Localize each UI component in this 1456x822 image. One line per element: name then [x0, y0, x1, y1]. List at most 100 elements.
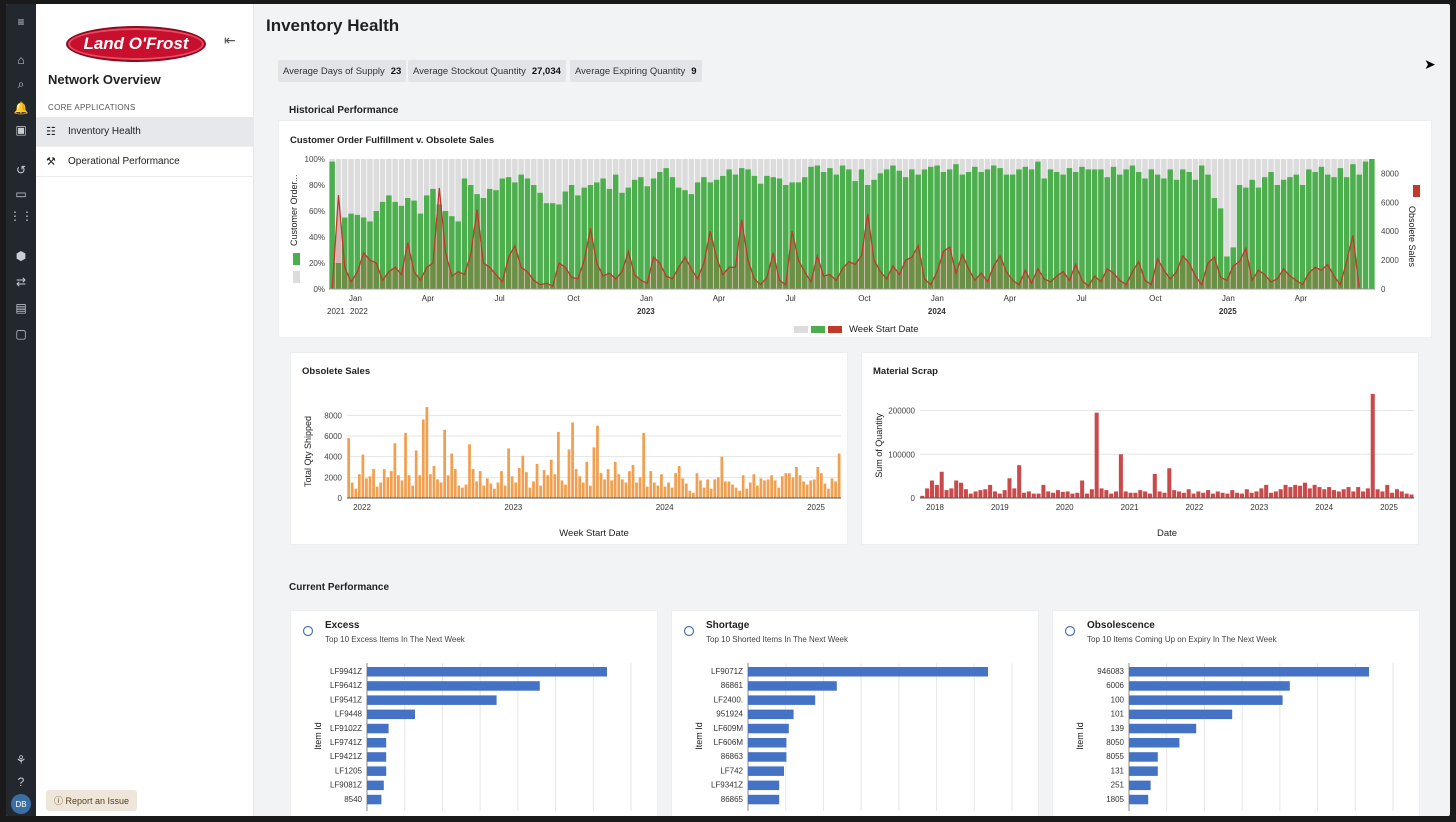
category-label: 100	[1111, 695, 1125, 704]
data-bar	[988, 484, 993, 498]
x-tick-label: 2020	[1056, 503, 1074, 512]
data-bar	[1259, 488, 1264, 498]
fulfillment-bar	[1356, 174, 1362, 289]
y-tick-label: 0	[911, 494, 916, 503]
obsolescence-card: Obsolescence Top 10 Items Coming Up on Ex…	[1052, 610, 1420, 816]
data-bar	[599, 473, 603, 498]
data-bar	[1361, 491, 1366, 498]
y2-axis-label: Obsolete Sales	[1407, 206, 1417, 268]
fulfillment-bar	[556, 204, 562, 289]
fulfillment-bar	[411, 200, 417, 289]
fulfillment-bar	[1287, 177, 1293, 289]
fulfillment-bar	[814, 165, 821, 289]
fulfillment-bar	[738, 168, 745, 289]
fulfillment-bar	[606, 188, 613, 289]
fulfillment-bar	[1230, 247, 1236, 289]
grid-icon[interactable]: ⋮⋮	[9, 209, 33, 223]
home-icon[interactable]: ⌂	[17, 53, 25, 67]
data-bar	[1138, 490, 1143, 498]
history-icon[interactable]: ↺	[15, 163, 27, 177]
data-bar	[1230, 490, 1235, 498]
report-issue-button[interactable]: ⓘ Report an Issue	[46, 790, 138, 811]
data-bar	[741, 475, 745, 498]
bar-background	[335, 159, 342, 289]
fulfillment-bar	[675, 187, 682, 289]
data-bar	[963, 489, 968, 498]
cube-icon[interactable]: ⬢	[15, 249, 27, 263]
fulfillment-bar	[713, 179, 720, 289]
fulfillment-bar	[1369, 159, 1375, 289]
help-icon[interactable]: ?	[17, 775, 25, 789]
shortage-chart: Shortage Top 10 Shorted Items In The Next…	[683, 620, 1013, 811]
data-bar	[1002, 490, 1007, 498]
fulfillment-bar	[505, 177, 512, 289]
x-tick-label: 2023	[1250, 503, 1268, 512]
fulfillment-bar	[871, 179, 877, 289]
network-icon[interactable]: ⚘	[15, 753, 27, 767]
folder-icon[interactable]: ▭	[15, 187, 27, 201]
data-bar	[510, 476, 514, 498]
fulfillment-bar	[1173, 179, 1180, 289]
obsolete-sales-card: Obsolete Sales 8000 6000 4000 2000 0 2022 2023…	[290, 352, 848, 545]
category-label: LF9421Z	[330, 752, 362, 761]
data-bar	[660, 474, 663, 498]
data-bar	[787, 473, 791, 498]
fulfillment-bar	[1135, 172, 1142, 289]
monitor-icon[interactable]: ▢	[15, 327, 27, 341]
fulfillment-bar	[493, 190, 499, 289]
calendar-icon[interactable]: ▤	[15, 301, 27, 315]
data-bar	[418, 475, 422, 498]
fulfillment-bar	[1003, 174, 1010, 289]
data-bar	[1022, 492, 1027, 498]
menu-icon[interactable]: ≡	[17, 15, 25, 29]
data-bar	[1012, 488, 1017, 498]
data-bar	[1278, 489, 1283, 498]
nav-item-operational-performance[interactable]: ⚒ Operational Performance	[36, 147, 254, 177]
category-label: 946083	[1097, 667, 1124, 676]
flow-icon[interactable]: ⇄	[15, 275, 27, 289]
data-bar	[367, 794, 382, 805]
search-icon[interactable]: ⌕	[17, 76, 25, 91]
fulfillment-bar	[833, 174, 839, 289]
data-bar	[1206, 490, 1211, 498]
data-bar	[475, 481, 478, 498]
data-bar	[1288, 487, 1293, 498]
fulfillment-bar	[342, 217, 348, 289]
fulfillment-bar	[531, 185, 537, 289]
fulfillment-bar	[423, 195, 430, 289]
card-subtitle: Top 10 Items Coming Up on Expiry In The …	[1087, 635, 1278, 644]
nav-item-inventory-health[interactable]: ☷ Inventory Health	[36, 117, 254, 147]
data-bar	[823, 483, 827, 498]
section-current: Current Performance	[289, 582, 390, 593]
data-bar	[834, 481, 837, 498]
fulfillment-bar	[827, 168, 833, 289]
data-bar	[731, 484, 734, 498]
category-label: 86861	[721, 681, 744, 690]
fulfillment-bar	[1192, 179, 1199, 289]
apps-badge-icon[interactable]: ▣	[15, 123, 27, 137]
data-bar	[1327, 487, 1332, 498]
card-subtitle: Top 10 Excess Items In The Next Week	[325, 635, 466, 644]
fulfillment-bar	[808, 166, 814, 289]
fulfillment-bar	[1009, 174, 1016, 289]
data-bar	[949, 488, 954, 498]
data-bar	[397, 475, 400, 498]
avatar[interactable]: DB	[11, 794, 31, 814]
data-bar	[464, 484, 468, 498]
brand-logo[interactable]: Land O'Frost	[66, 26, 206, 62]
fulfillment-bar	[770, 177, 776, 289]
fulfillment-bar	[549, 203, 556, 289]
data-bar	[1065, 491, 1070, 498]
data-bar	[1399, 491, 1404, 498]
x-axis-label: Week Start Date	[849, 324, 919, 335]
data-bar	[978, 490, 983, 498]
x-axis-label: Week Start Date	[559, 528, 629, 539]
fulfillment-bar	[991, 165, 997, 289]
fulfillment-bar	[631, 179, 638, 289]
category-label: LF2400.	[714, 695, 743, 704]
data-bar	[560, 480, 564, 498]
collapse-sidebar-icon[interactable]: ⇤	[224, 32, 236, 48]
data-bar	[724, 481, 727, 498]
bell-icon[interactable]: 🔔	[13, 101, 29, 115]
data-bar	[706, 479, 710, 498]
